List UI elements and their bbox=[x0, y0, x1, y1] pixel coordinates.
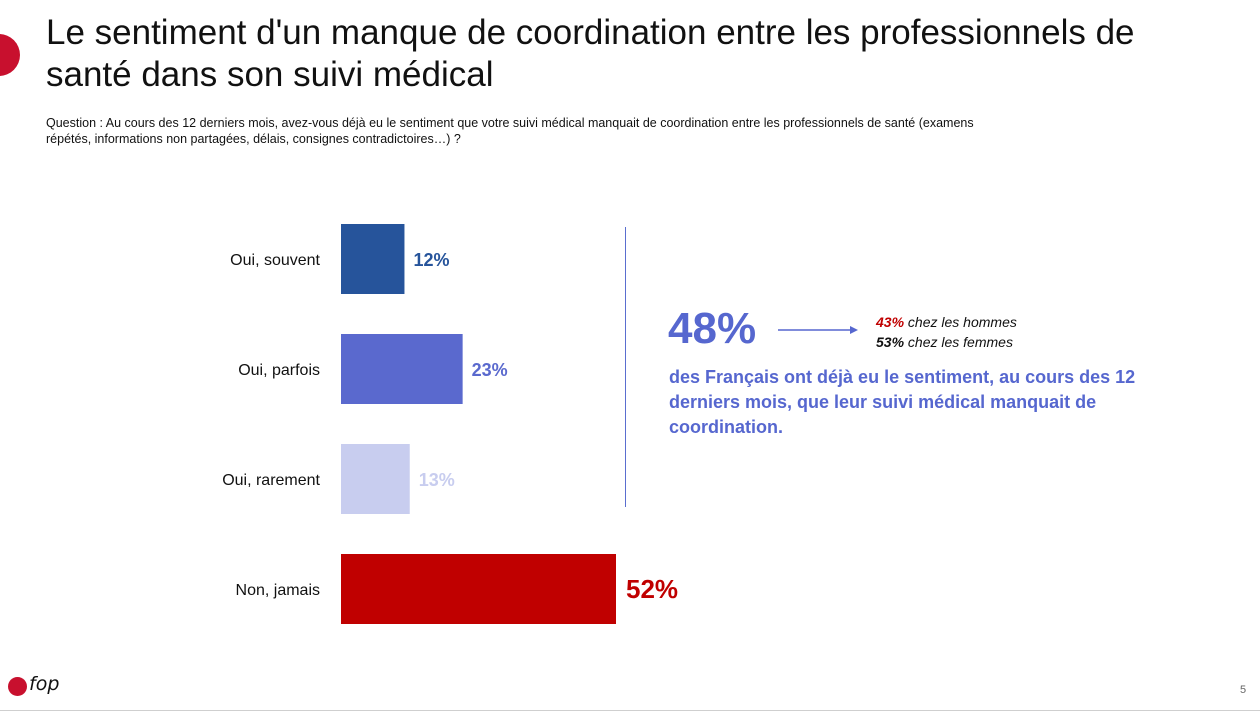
value-label: 52% bbox=[626, 574, 678, 604]
logo-dot-icon bbox=[8, 677, 27, 696]
bar-1 bbox=[341, 334, 463, 404]
gender-breakdown: 43% chez les hommes 53% chez les femmes bbox=[876, 312, 1017, 352]
men-value: 43% bbox=[876, 314, 905, 330]
bar-3 bbox=[341, 554, 616, 624]
breakdown-men: 43% chez les hommes bbox=[876, 312, 1017, 332]
summary-statement: des Français ont déjà eu le sentiment, a… bbox=[669, 367, 1136, 437]
survey-question: Question : Au cours des 12 derniers mois… bbox=[46, 116, 974, 146]
value-label: 12% bbox=[413, 250, 449, 270]
ifop-logo: fop bbox=[8, 673, 74, 699]
bar-chart: Oui, souvent 12% Oui, parfois 23% Oui, rarem… bbox=[222, 224, 678, 624]
women-value: 53% bbox=[876, 334, 905, 350]
women-text: chez les femmes bbox=[904, 334, 1013, 350]
summary-big-value: 48% bbox=[668, 304, 757, 353]
category-label: Oui, rarement bbox=[222, 472, 320, 489]
divider-line bbox=[625, 227, 626, 507]
category-label: Oui, souvent bbox=[230, 252, 320, 269]
bar-0 bbox=[341, 224, 405, 294]
page-title: Le sentiment d'un manque de coordination… bbox=[46, 13, 1135, 94]
brand-dot-icon bbox=[0, 34, 20, 76]
footer-divider bbox=[0, 710, 1260, 711]
logo-text: fop bbox=[29, 673, 60, 695]
category-label: Non, jamais bbox=[236, 582, 320, 599]
value-label: 13% bbox=[419, 470, 455, 490]
bar-2 bbox=[341, 444, 410, 514]
value-label: 23% bbox=[472, 360, 508, 380]
category-label: Oui, parfois bbox=[238, 362, 320, 379]
arrow-right-icon bbox=[778, 326, 858, 334]
page-number: 5 bbox=[1240, 684, 1247, 696]
men-text: chez les hommes bbox=[904, 314, 1017, 330]
breakdown-women: 53% chez les femmes bbox=[876, 332, 1017, 352]
